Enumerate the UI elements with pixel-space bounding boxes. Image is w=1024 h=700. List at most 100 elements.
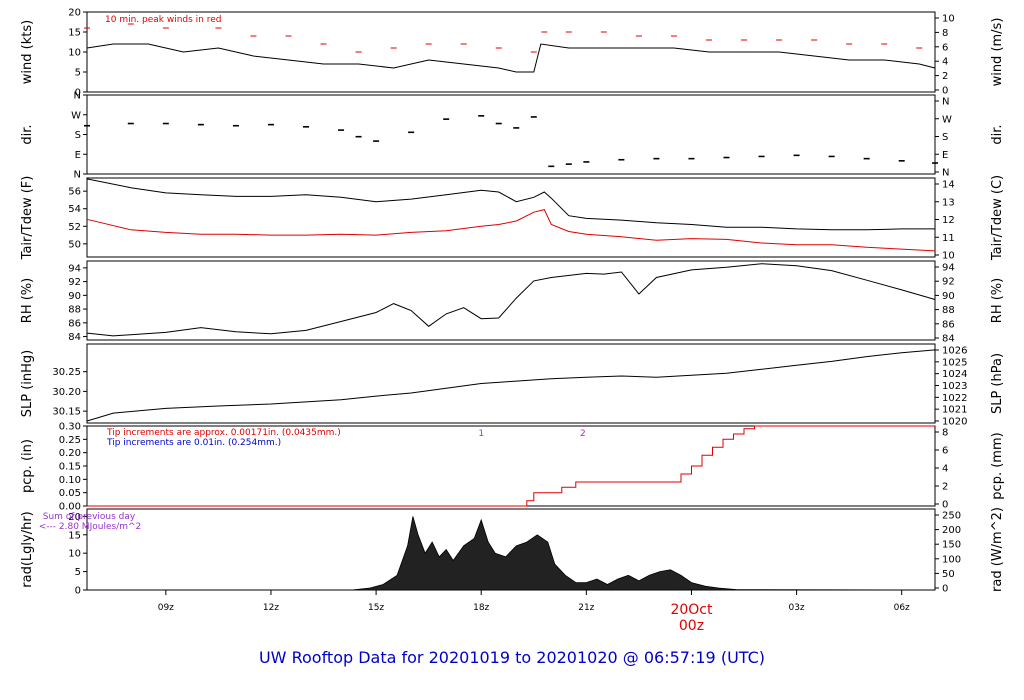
right-tick-label-slp: 1023 xyxy=(942,381,967,392)
x-tick-label: 00z xyxy=(679,618,704,634)
right-tick-label-wind: 10 xyxy=(942,14,955,25)
x-tick-label: 18z xyxy=(473,603,489,613)
x-tick-label: 21z xyxy=(578,603,594,613)
right-tick-label-wind: 6 xyxy=(942,42,948,53)
ylabel-left-wind: wind (kts) xyxy=(20,20,35,84)
panel-frame-dir xyxy=(86,94,936,175)
left-tick-label-rad: 5 xyxy=(75,567,81,578)
right-tick-label-pcp: 8 xyxy=(942,428,948,439)
right-tick-label-temp: 13 xyxy=(942,197,955,208)
ylabel-right-pcp: pcp. (mm) xyxy=(990,432,1005,499)
right-tick-label-slp: 1025 xyxy=(942,357,967,368)
left-tick-label-pcp: 0.05 xyxy=(59,488,81,499)
ylabel-left-pcp: pcp. (in) xyxy=(20,439,35,493)
annotation-tip-increment: Tip increments are 0.01in. (0.254mm.) xyxy=(106,438,281,448)
ylabel-left-rh: RH (%) xyxy=(20,278,35,323)
x-tick-label: 12z xyxy=(263,603,279,613)
right-tick-label-rad: 200 xyxy=(942,525,961,536)
left-tick-label-rh: 86 xyxy=(68,318,81,329)
ylabel-right-rh: RH (%) xyxy=(990,278,1005,323)
right-tick-label-dir: N xyxy=(942,97,949,108)
right-tick-label-slp: 1024 xyxy=(942,369,967,380)
right-tick-label-temp: 12 xyxy=(942,215,955,226)
ylabel-left-temp: Tair/Tdew (F) xyxy=(20,176,35,261)
left-tick-label-slp: 30.25 xyxy=(52,367,81,378)
left-tick-label-rh: 94 xyxy=(68,263,81,274)
pcp-mark-label: 1 xyxy=(478,429,484,439)
series-line-rh-0 xyxy=(86,263,936,337)
ylabel-right-slp: SLP (hPa) xyxy=(990,353,1005,414)
left-tick-label-rh: 92 xyxy=(68,277,81,288)
right-tick-label-temp: 10 xyxy=(942,251,955,262)
left-tick-label-temp: 52 xyxy=(68,222,81,233)
right-tick-label-slp: 1021 xyxy=(942,405,967,416)
right-tick-label-wind: 2 xyxy=(942,71,948,82)
left-tick-label-dir: E xyxy=(75,150,81,161)
right-tick-label-rh: 88 xyxy=(942,305,955,316)
series-line-wind-0 xyxy=(86,43,936,73)
right-tick-label-rad: 100 xyxy=(942,554,961,565)
left-tick-label-dir: N xyxy=(74,170,81,181)
left-tick-label-wind: 15 xyxy=(68,28,81,39)
left-tick-label-temp: 50 xyxy=(68,239,81,250)
left-tick-label-dir: N xyxy=(74,91,81,102)
ylabel-left-rad: rad(Lgly/hr) xyxy=(20,511,35,587)
right-tick-label-pcp: 4 xyxy=(942,464,948,475)
annotation-sum-previous-day: Sum of previous day xyxy=(43,512,136,522)
ylabel-right-rad: rad (W/m^2) xyxy=(990,507,1005,592)
panel-frame-rh xyxy=(86,260,936,341)
right-tick-label-rad: 250 xyxy=(942,511,961,522)
left-tick-label-wind: 10 xyxy=(68,48,81,59)
left-tick-label-temp: 56 xyxy=(68,187,81,198)
radiation-area xyxy=(87,516,936,591)
right-tick-label-slp: 1022 xyxy=(942,393,967,404)
left-tick-label-pcp: 0.20 xyxy=(59,448,81,459)
right-tick-label-wind: 4 xyxy=(942,57,948,68)
ylabel-right-dir: dir. xyxy=(990,124,1005,144)
panel-frame-temp xyxy=(86,177,936,258)
right-tick-label-rh: 86 xyxy=(942,319,955,330)
left-tick-label-pcp: 0.30 xyxy=(59,422,81,433)
right-tick-label-wind: 0 xyxy=(942,86,948,97)
ylabel-right-temp: Tair/Tdew (C) xyxy=(990,175,1005,261)
right-tick-label-rh: 90 xyxy=(942,291,955,302)
x-tick-label: 03z xyxy=(788,603,804,613)
panel-frame-slp xyxy=(86,343,936,424)
x-tick-label: 06z xyxy=(894,603,910,613)
annotation-peak-winds: 10 min. peak winds in red xyxy=(105,15,222,25)
left-tick-label-wind: 0 xyxy=(75,88,81,99)
right-tick-label-dir: W xyxy=(942,114,952,125)
left-tick-label-slp: 30.15 xyxy=(52,407,81,418)
left-tick-label-pcp: 0.10 xyxy=(59,475,81,486)
left-tick-label-pcp: 0.00 xyxy=(59,502,81,513)
left-tick-label-pcp: 0.25 xyxy=(59,435,81,446)
left-tick-label-rad: 15 xyxy=(68,530,81,541)
right-tick-label-dir: N xyxy=(942,168,949,179)
right-tick-label-slp: 1026 xyxy=(942,346,967,357)
ylabel-left-slp: SLP (inHg) xyxy=(20,350,35,418)
right-tick-label-rad: 0 xyxy=(942,584,948,595)
pcp-mark-label: 2 xyxy=(580,429,586,439)
right-tick-label-rh: 94 xyxy=(942,263,955,274)
right-tick-label-rad: 50 xyxy=(942,569,955,580)
left-tick-label-slp: 30.20 xyxy=(52,387,81,398)
left-tick-label-rh: 84 xyxy=(68,332,81,343)
series-line-temp-1 xyxy=(86,209,936,252)
right-tick-label-rh: 92 xyxy=(942,277,955,288)
chart-footer-title: UW Rooftop Data for 20201019 to 20201020… xyxy=(258,648,766,667)
left-tick-label-wind: 5 xyxy=(75,68,81,79)
x-tick-label: 09z xyxy=(158,603,174,613)
left-tick-label-rad: 20 xyxy=(68,512,81,523)
left-tick-label-temp: 54 xyxy=(68,204,81,215)
right-tick-label-temp: 11 xyxy=(942,233,955,244)
right-tick-label-pcp: 0 xyxy=(942,500,948,511)
right-tick-label-dir: E xyxy=(942,150,948,161)
right-tick-label-rad: 150 xyxy=(942,540,961,551)
left-tick-label-rh: 88 xyxy=(68,305,81,316)
series-line-temp-0 xyxy=(86,178,935,231)
x-tick-label: 15z xyxy=(368,603,384,613)
left-tick-label-dir: S xyxy=(75,130,81,141)
left-tick-label-dir: W xyxy=(71,110,81,121)
